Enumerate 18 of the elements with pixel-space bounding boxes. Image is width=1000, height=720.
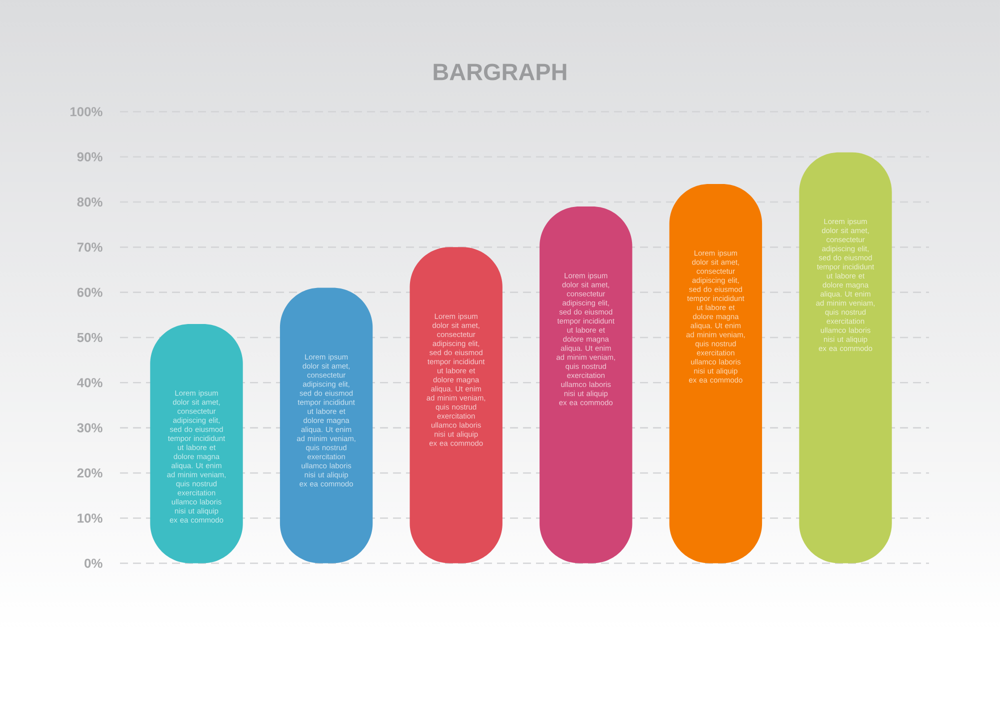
bar — [280, 288, 373, 564]
y-tick-label: 80% — [77, 197, 102, 207]
y-tick-label: 90% — [77, 152, 102, 162]
y-tick-label: 10% — [78, 514, 102, 523]
bar — [799, 152, 892, 564]
y-tick-label: 70% — [77, 242, 102, 252]
bar — [410, 247, 502, 564]
y-tick-label: 60% — [77, 288, 102, 297]
chart-title: BARGRAPH — [434, 64, 566, 80]
y-tick-label: 20% — [77, 468, 102, 478]
y-tick-label: 0% — [84, 558, 102, 568]
bar — [150, 324, 243, 564]
y-tick-label: 50% — [77, 332, 102, 342]
y-tick-label: 100% — [70, 107, 102, 116]
y-tick-label: 30% — [77, 423, 102, 432]
bar — [540, 206, 632, 564]
bar — [669, 184, 762, 564]
y-tick-label: 40% — [77, 378, 102, 388]
